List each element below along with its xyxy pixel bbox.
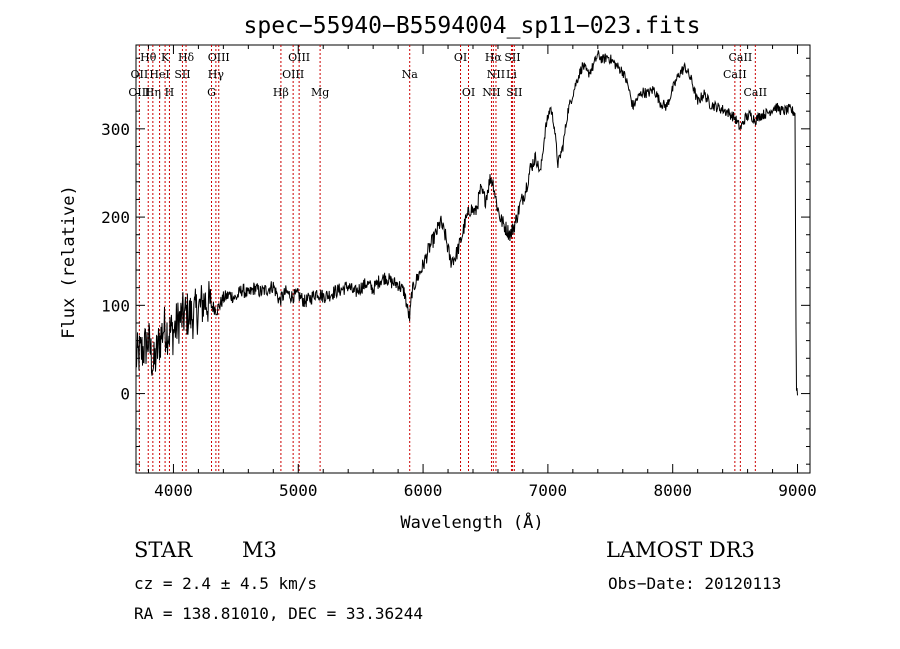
y-tick-label: 100 <box>101 296 130 315</box>
y-tick-label: 0 <box>120 385 130 404</box>
marker-label: G <box>207 86 216 99</box>
marker-label: Hθ <box>140 51 157 64</box>
y-tick-label: 300 <box>101 120 130 139</box>
marker-label: Hη <box>145 86 161 99</box>
marker-label: OIII <box>128 86 150 99</box>
x-tick-label: 4000 <box>154 481 193 500</box>
marker-label: OIII <box>282 68 304 81</box>
marker-label: OII <box>131 68 149 81</box>
obs-date: Obs−Date: 20120113 <box>608 574 782 593</box>
marker-label: Na <box>402 68 419 81</box>
marker-label: CaII <box>729 51 753 64</box>
marker-label: NII <box>487 68 505 81</box>
coordinates: RA = 138.81010, DEC = 33.36244 <box>134 604 423 623</box>
spectrum-line <box>135 50 798 396</box>
y-axis-label: Flux (relative) <box>59 185 79 339</box>
survey-name: LAMOST DR3 <box>606 538 755 562</box>
y-tick-label: 200 <box>101 208 130 227</box>
marker-label: SII <box>506 86 522 99</box>
x-tick-label: 6000 <box>404 481 443 500</box>
marker-label: H <box>165 86 175 99</box>
chart-title: spec−55940−B5594004_sp11−023.fits <box>244 13 701 39</box>
x-tick-label: 7000 <box>529 481 568 500</box>
marker-label: Hα <box>485 51 503 64</box>
x-tick-label: 5000 <box>279 481 318 500</box>
marker-label: OI <box>462 86 475 99</box>
marker-label: Hγ <box>208 68 225 81</box>
object-type: STAR <box>134 538 193 562</box>
marker-label: Li <box>506 68 517 81</box>
marker-label: CaII <box>743 86 767 99</box>
plot-frame <box>135 44 811 474</box>
marker-label: Mg <box>311 86 329 99</box>
object-subclass: M3 <box>242 538 277 562</box>
x-tick-label: 8000 <box>653 481 692 500</box>
redshift-cz: cz = 2.4 ± 4.5 km/s <box>134 574 318 593</box>
x-axis-label: Wavelength (Å) <box>400 511 543 533</box>
axes-ticks: 4000 5000 6000 7000 8000 9000 0 100 200 300 <box>101 45 817 500</box>
x-tick-label: 9000 <box>778 481 817 500</box>
marker-lines <box>138 45 756 473</box>
marker-label: SII <box>504 51 520 64</box>
marker-label: SII <box>174 68 190 81</box>
marker-label: OIII <box>208 51 230 64</box>
marker-label: Hβ <box>273 86 289 99</box>
marker-label: Hδ <box>178 51 195 64</box>
marker-label: OI <box>454 51 467 64</box>
marker-label: NII <box>482 86 500 99</box>
marker-label: K <box>161 51 170 64</box>
marker-label: OIII <box>288 51 310 64</box>
marker-label: HeI <box>149 68 169 81</box>
marker-label: CaII <box>723 68 747 81</box>
